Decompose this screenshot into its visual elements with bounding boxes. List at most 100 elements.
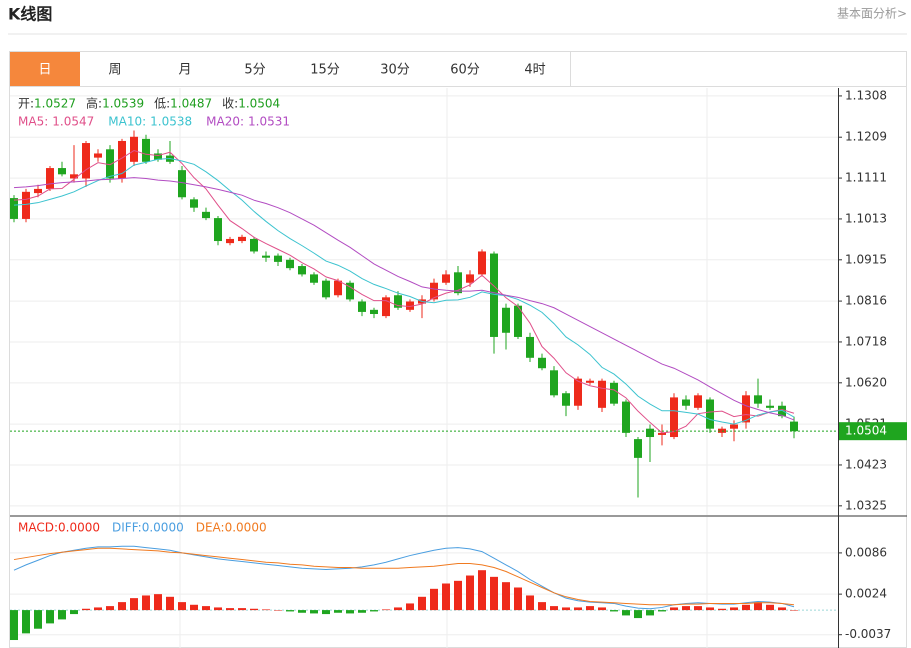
candle-body bbox=[646, 428, 654, 438]
candle-body bbox=[466, 274, 474, 283]
tab[interactable] bbox=[220, 52, 290, 86]
candle-body bbox=[370, 309, 378, 315]
macd-bar bbox=[370, 610, 378, 612]
macd-bar bbox=[142, 595, 150, 611]
candle-body bbox=[682, 399, 690, 406]
tab-label[interactable]: 日 bbox=[38, 63, 51, 78]
candle-body bbox=[82, 143, 90, 179]
y-tick-label: 1.0423 bbox=[845, 457, 887, 471]
tab-label[interactable]: 4时 bbox=[524, 63, 545, 78]
candle-body bbox=[334, 280, 342, 296]
candle-body bbox=[226, 238, 234, 244]
macd-bar bbox=[154, 594, 162, 611]
candle-body bbox=[394, 295, 402, 308]
candle-body bbox=[106, 149, 114, 179]
candle-body bbox=[610, 382, 618, 404]
legend-value: 0.0000 bbox=[142, 521, 184, 535]
indicator-line bbox=[13, 177, 795, 421]
macd-bar bbox=[430, 588, 438, 611]
legend-value: 1.0531 bbox=[248, 115, 290, 129]
candle-body bbox=[514, 305, 522, 337]
candle-body bbox=[478, 251, 486, 275]
candle-body bbox=[58, 168, 66, 175]
candle-body bbox=[34, 188, 42, 194]
fundamental-link[interactable]: 基本面分析> bbox=[837, 7, 907, 21]
info-label: 高: bbox=[86, 96, 102, 111]
macd-bar bbox=[58, 610, 66, 620]
candle-body bbox=[154, 153, 162, 160]
candle-body bbox=[214, 218, 222, 242]
candle-body bbox=[634, 439, 642, 458]
indicator-line bbox=[13, 545, 795, 610]
indicator-line bbox=[13, 157, 795, 425]
y-tick-label: 1.0325 bbox=[845, 498, 887, 512]
candle-body bbox=[574, 378, 582, 406]
candle-body bbox=[694, 395, 702, 408]
tab-label[interactable]: 周 bbox=[108, 63, 121, 78]
candle-body bbox=[94, 153, 102, 158]
macd-bar bbox=[166, 596, 174, 611]
tab[interactable] bbox=[500, 52, 570, 86]
macd-bar bbox=[586, 606, 594, 611]
tab[interactable] bbox=[150, 52, 220, 86]
macd-bar bbox=[790, 610, 798, 611]
candle-body bbox=[598, 380, 606, 408]
candle-body bbox=[586, 380, 594, 383]
candle-body bbox=[118, 140, 126, 179]
macd-bar bbox=[574, 607, 582, 611]
tab-label[interactable]: 15分 bbox=[310, 63, 340, 78]
macd-bar bbox=[514, 587, 522, 611]
macd-bar bbox=[610, 610, 618, 612]
candle-body bbox=[262, 255, 270, 258]
macd-bar bbox=[286, 610, 294, 612]
tab-label[interactable]: 30分 bbox=[380, 63, 410, 78]
tab-label[interactable]: 5分 bbox=[244, 63, 265, 78]
candle-body bbox=[298, 266, 306, 275]
legend-name: MA5: bbox=[18, 115, 48, 129]
macd-bar bbox=[238, 608, 246, 611]
tab[interactable] bbox=[290, 52, 360, 86]
macd-bar bbox=[706, 607, 714, 611]
tab[interactable] bbox=[80, 52, 150, 86]
candle-body bbox=[430, 282, 438, 300]
macd-bar bbox=[118, 602, 126, 611]
info-value: 1.0504 bbox=[238, 97, 280, 111]
candle-body bbox=[754, 395, 762, 404]
legend-value: 0.0000 bbox=[225, 521, 267, 535]
macd-bar bbox=[754, 602, 762, 611]
macd-bar bbox=[742, 604, 750, 611]
candle-body bbox=[742, 395, 750, 423]
candle-body bbox=[142, 138, 150, 162]
macd-bar bbox=[226, 608, 234, 611]
macd-bar bbox=[406, 603, 414, 611]
y-tick-label: 1.0915 bbox=[845, 252, 887, 266]
macd-bar bbox=[346, 610, 354, 614]
tab-label[interactable]: 60分 bbox=[450, 63, 480, 78]
candle-body bbox=[502, 307, 510, 333]
tab[interactable] bbox=[360, 52, 430, 86]
candle-body bbox=[790, 421, 798, 432]
macd-bar bbox=[622, 610, 630, 616]
macd-bar bbox=[766, 604, 774, 611]
macd-bar bbox=[334, 610, 342, 613]
y-tick-label: 1.0816 bbox=[845, 294, 887, 308]
tab[interactable] bbox=[430, 52, 500, 86]
legend-name: DIFF: bbox=[112, 521, 142, 535]
macd-bar bbox=[418, 596, 426, 611]
candle-body bbox=[10, 198, 18, 219]
candle-body bbox=[358, 301, 366, 312]
macd-bar bbox=[454, 580, 462, 611]
info-value: 1.0487 bbox=[170, 97, 212, 111]
candle-body bbox=[490, 253, 498, 337]
tab[interactable] bbox=[10, 52, 80, 86]
candle-body bbox=[442, 274, 450, 283]
macd-bar bbox=[562, 607, 570, 611]
candle-body bbox=[766, 405, 774, 408]
last-price-box bbox=[839, 422, 907, 441]
tab-label[interactable]: 月 bbox=[178, 63, 191, 78]
candle-body bbox=[622, 401, 630, 433]
macd-bar bbox=[190, 604, 198, 611]
macd-bar bbox=[646, 610, 654, 616]
candle-body bbox=[130, 136, 138, 162]
info-value: 1.0539 bbox=[102, 97, 144, 111]
